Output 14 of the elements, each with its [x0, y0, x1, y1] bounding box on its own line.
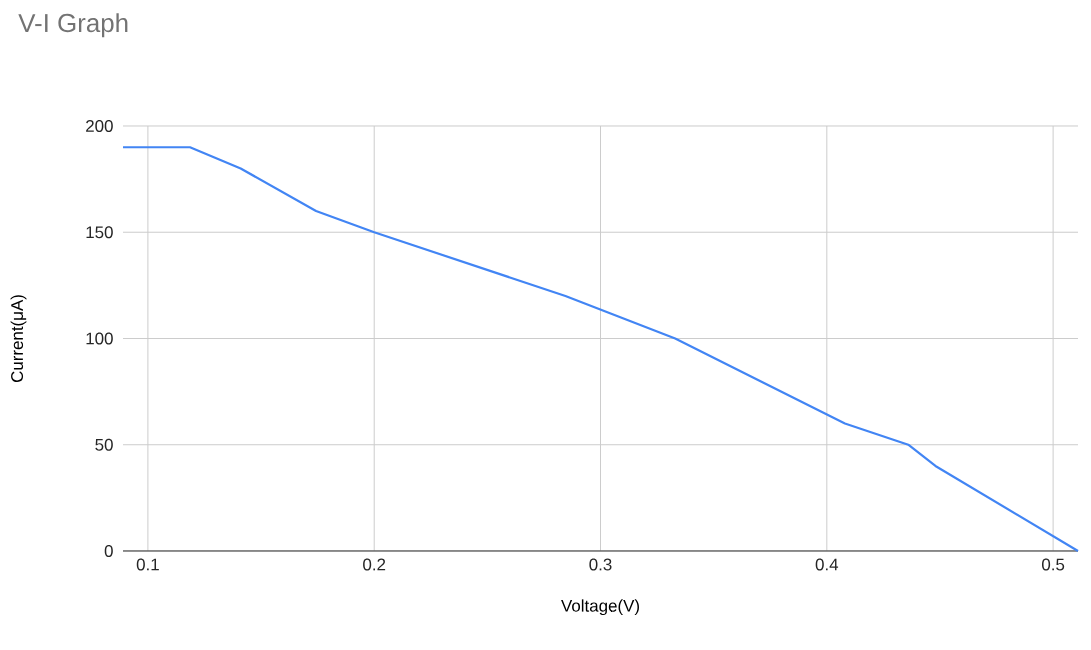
y-tick-label: 100	[86, 332, 113, 345]
y-tick-label: 50	[95, 438, 113, 451]
line-series	[121, 146, 1080, 553]
x-tick-label: 0.1	[136, 558, 159, 571]
y-tick-label: 150	[86, 226, 113, 239]
x-tick-label: 0.5	[1042, 558, 1065, 571]
x-tick-label: 0.2	[363, 558, 386, 571]
y-tick-label: 0	[104, 544, 113, 557]
y-tick-label: 200	[86, 119, 113, 132]
x-tick-label: 0.4	[815, 558, 839, 571]
chart-title: V-I Graph	[18, 13, 128, 38]
x-tick-label: 0.3	[589, 558, 612, 571]
x-axis-title: Voltage(V)	[561, 599, 639, 616]
y-axis-title: Current(μA)	[10, 295, 27, 383]
